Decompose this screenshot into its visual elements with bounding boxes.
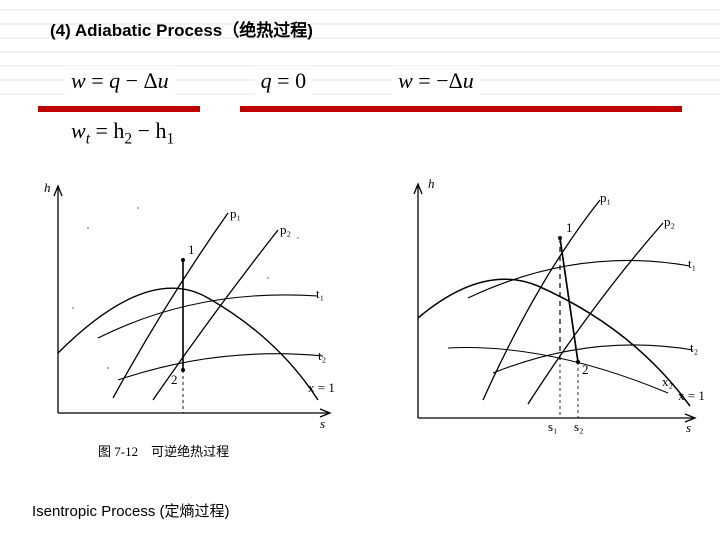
accent-bar-gap	[200, 106, 240, 112]
svg-text:2: 2	[171, 372, 178, 387]
svg-text:x₂: x₂	[662, 374, 673, 389]
equation-1: w = q − Δu	[65, 66, 175, 96]
svg-text:s: s	[686, 420, 691, 435]
svg-text:s₁: s₁	[548, 419, 558, 434]
right-hs-diagram: h s p₁ p₂ t₁ t₂ x = 1 x₂ 1 2 s₁ s₂	[378, 168, 708, 468]
svg-text:p₁: p₁	[230, 206, 241, 221]
svg-text:t₁: t₁	[688, 256, 696, 271]
svg-text:h: h	[428, 176, 435, 191]
svg-text:x = 1: x = 1	[308, 380, 335, 395]
svg-text:t₂: t₂	[690, 340, 698, 355]
equation-4: wt = h2 − h1	[65, 116, 180, 145]
svg-text:1: 1	[566, 220, 573, 235]
svg-text:s₂: s₂	[574, 419, 584, 434]
svg-text:2: 2	[582, 362, 589, 377]
equation-row-2: wt = h2 − h1	[65, 118, 180, 148]
svg-text:t₁: t₁	[316, 286, 324, 301]
left-hs-diagram: h s p₁ p₂ t₁ t₂ x = 1 1 2 图 7-12 可逆绝热过程	[18, 168, 348, 468]
left-diagram-caption: 图 7-12 可逆绝热过程	[98, 441, 229, 460]
equation-row-1: w = q − Δu q = 0 w = −Δu	[65, 66, 625, 96]
svg-text:1: 1	[188, 242, 195, 257]
svg-text:p₂: p₂	[664, 214, 675, 229]
equation-2: q = 0	[255, 66, 312, 96]
equation-3: w = −Δu	[392, 66, 480, 96]
left-x-axis-label: s	[320, 416, 325, 431]
svg-text:p₁: p₁	[600, 190, 611, 205]
svg-text:x = 1: x = 1	[678, 388, 705, 403]
bottom-caption: Isentropic Process (定熵过程)	[32, 500, 230, 521]
accent-bar	[38, 106, 682, 112]
svg-text:t₂: t₂	[318, 348, 326, 363]
left-y-axis-label: h	[44, 180, 51, 195]
section-title: (4) Adiabatic Process（绝热过程)	[50, 16, 313, 41]
svg-text:p₂: p₂	[280, 222, 291, 237]
diagram-row: h s p₁ p₂ t₁ t₂ x = 1 1 2 图 7-12 可逆绝热过程	[18, 168, 702, 468]
